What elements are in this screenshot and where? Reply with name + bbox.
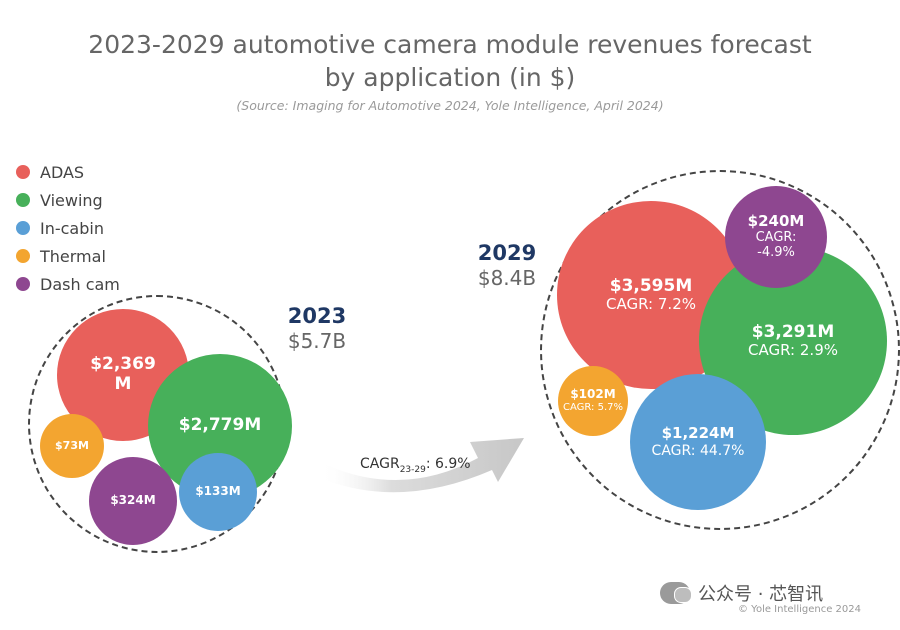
bubble-2023-dash-cam: $324M	[89, 457, 177, 545]
watermark: 公众号 · 芯智讯	[660, 580, 823, 606]
bubble-value-label: $240M	[747, 212, 805, 231]
bubble-2029-in-cabin: $1,224M CAGR: 44.7%	[630, 374, 766, 510]
legend-item-dash-cam: Dash cam	[16, 270, 120, 298]
bubble-cagr-label: CAGR: 44.7%	[651, 442, 745, 459]
bubble-2023-in-cabin: $133M	[179, 453, 257, 531]
cluster-2029-outline	[540, 170, 900, 530]
cagr-arrow-shape	[320, 438, 524, 493]
overall-cagr-prefix: CAGR	[360, 456, 400, 472]
bubble-cagr-label: CAGR: 2.9%	[748, 341, 838, 360]
bubble-cagr-label: CAGR: -4.9%	[755, 229, 797, 260]
chart-title-line-2: by application (in $)	[324, 63, 576, 92]
watermark-text: 公众号 · 芯智讯	[698, 584, 824, 605]
total-label-2029: $8.4B	[477, 266, 537, 290]
bubble-2029-dash-cam: $240M CAGR: -4.9%	[725, 186, 827, 288]
overall-cagr-value: : 6.9%	[425, 456, 471, 472]
bubble-cagr-label: CAGR: 5.7%	[563, 402, 623, 414]
chart-source: (Source: Imaging for Automotive 2024, Yo…	[236, 98, 664, 113]
bubble-value-label: $324M	[110, 493, 156, 508]
total-label-2023: $5.7B	[287, 329, 347, 353]
overall-cagr-period: 23-29	[399, 464, 426, 475]
legend-label-dash-cam: Dash cam	[40, 274, 120, 294]
legend-label-adas: ADAS	[40, 162, 85, 182]
legend-label-viewing: Viewing	[40, 190, 103, 210]
overall-cagr-label: CAGR23-29: 6.9%	[360, 456, 471, 475]
legend-item-viewing: Viewing	[16, 186, 120, 214]
legend-dot-dash-cam	[16, 277, 30, 291]
chart-title: 2023-2029 automotive camera module reven…	[0, 28, 900, 94]
copyright: © Yole Intelligence 2024	[738, 604, 861, 615]
year-label-2023: 2023	[287, 304, 347, 328]
bubble-value-label: $73M	[55, 438, 89, 452]
bubble-value-label: $102M	[570, 387, 616, 402]
chart-title-line-1: 2023-2029 automotive camera module reven…	[88, 30, 812, 59]
year-block-2023: 2023 $5.7B	[272, 303, 362, 353]
year-label-2029: 2029	[477, 241, 537, 265]
bubble-cagr-label: CAGR: 7.2%	[606, 295, 696, 314]
legend-dot-viewing	[16, 193, 30, 207]
bubble-value-label: $2,779M	[178, 415, 262, 436]
bubble-value-label: $3,291M	[751, 321, 835, 342]
bubble-value-label: $2,369 M	[90, 354, 156, 394]
bubble-value-label: $133M	[195, 484, 241, 499]
legend-dot-in-cabin	[16, 221, 30, 235]
legend-label-in-cabin: In-cabin	[40, 218, 104, 238]
legend-item-adas: ADAS	[16, 158, 120, 186]
legend-item-in-cabin: In-cabin	[16, 214, 120, 242]
bubble-2023-thermal: $73M	[40, 414, 104, 478]
bubble-value-label: $3,595M	[609, 275, 693, 296]
legend-dot-adas	[16, 165, 30, 179]
legend: ADAS Viewing In-cabin Thermal Dash cam	[16, 158, 120, 298]
legend-item-thermal: Thermal	[16, 242, 120, 270]
legend-dot-thermal	[16, 249, 30, 263]
bubble-value-label: $1,224M	[661, 424, 735, 443]
bubble-2029-thermal: $102M CAGR: 5.7%	[558, 366, 628, 436]
legend-label-thermal: Thermal	[40, 246, 106, 266]
wechat-icon	[660, 582, 692, 604]
year-block-2029: 2029 $8.4B	[462, 240, 552, 290]
